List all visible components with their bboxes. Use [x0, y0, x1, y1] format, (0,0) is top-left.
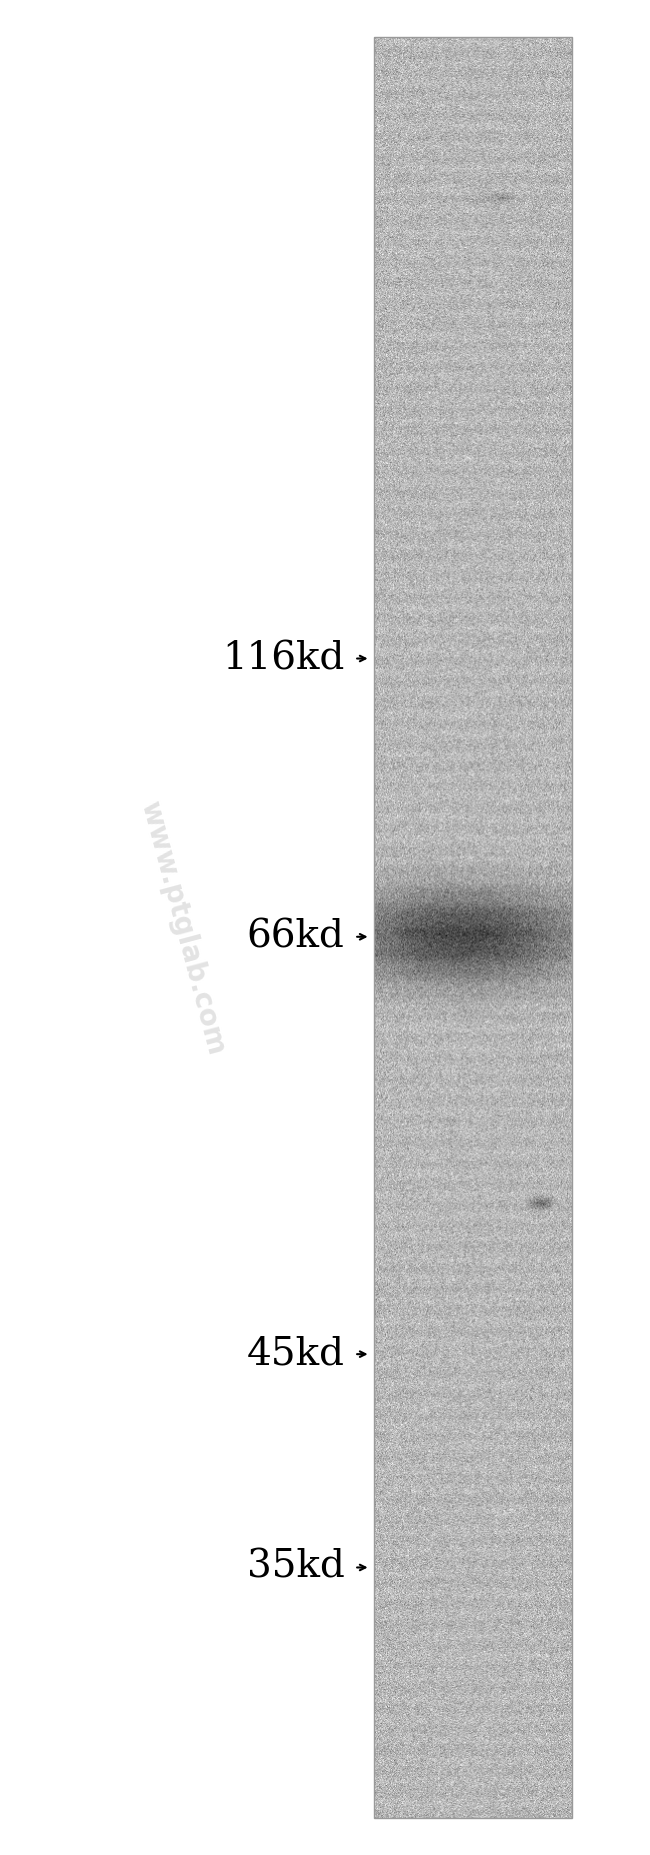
Bar	[374, 37, 572, 1818]
Text: www.ptglab.com: www.ptglab.com	[135, 798, 229, 1057]
Text: 116kd: 116kd	[222, 640, 344, 677]
Text: 66kd: 66kd	[246, 918, 344, 955]
Text: 45kd: 45kd	[246, 1336, 344, 1373]
Text: 35kd: 35kd	[246, 1549, 344, 1586]
